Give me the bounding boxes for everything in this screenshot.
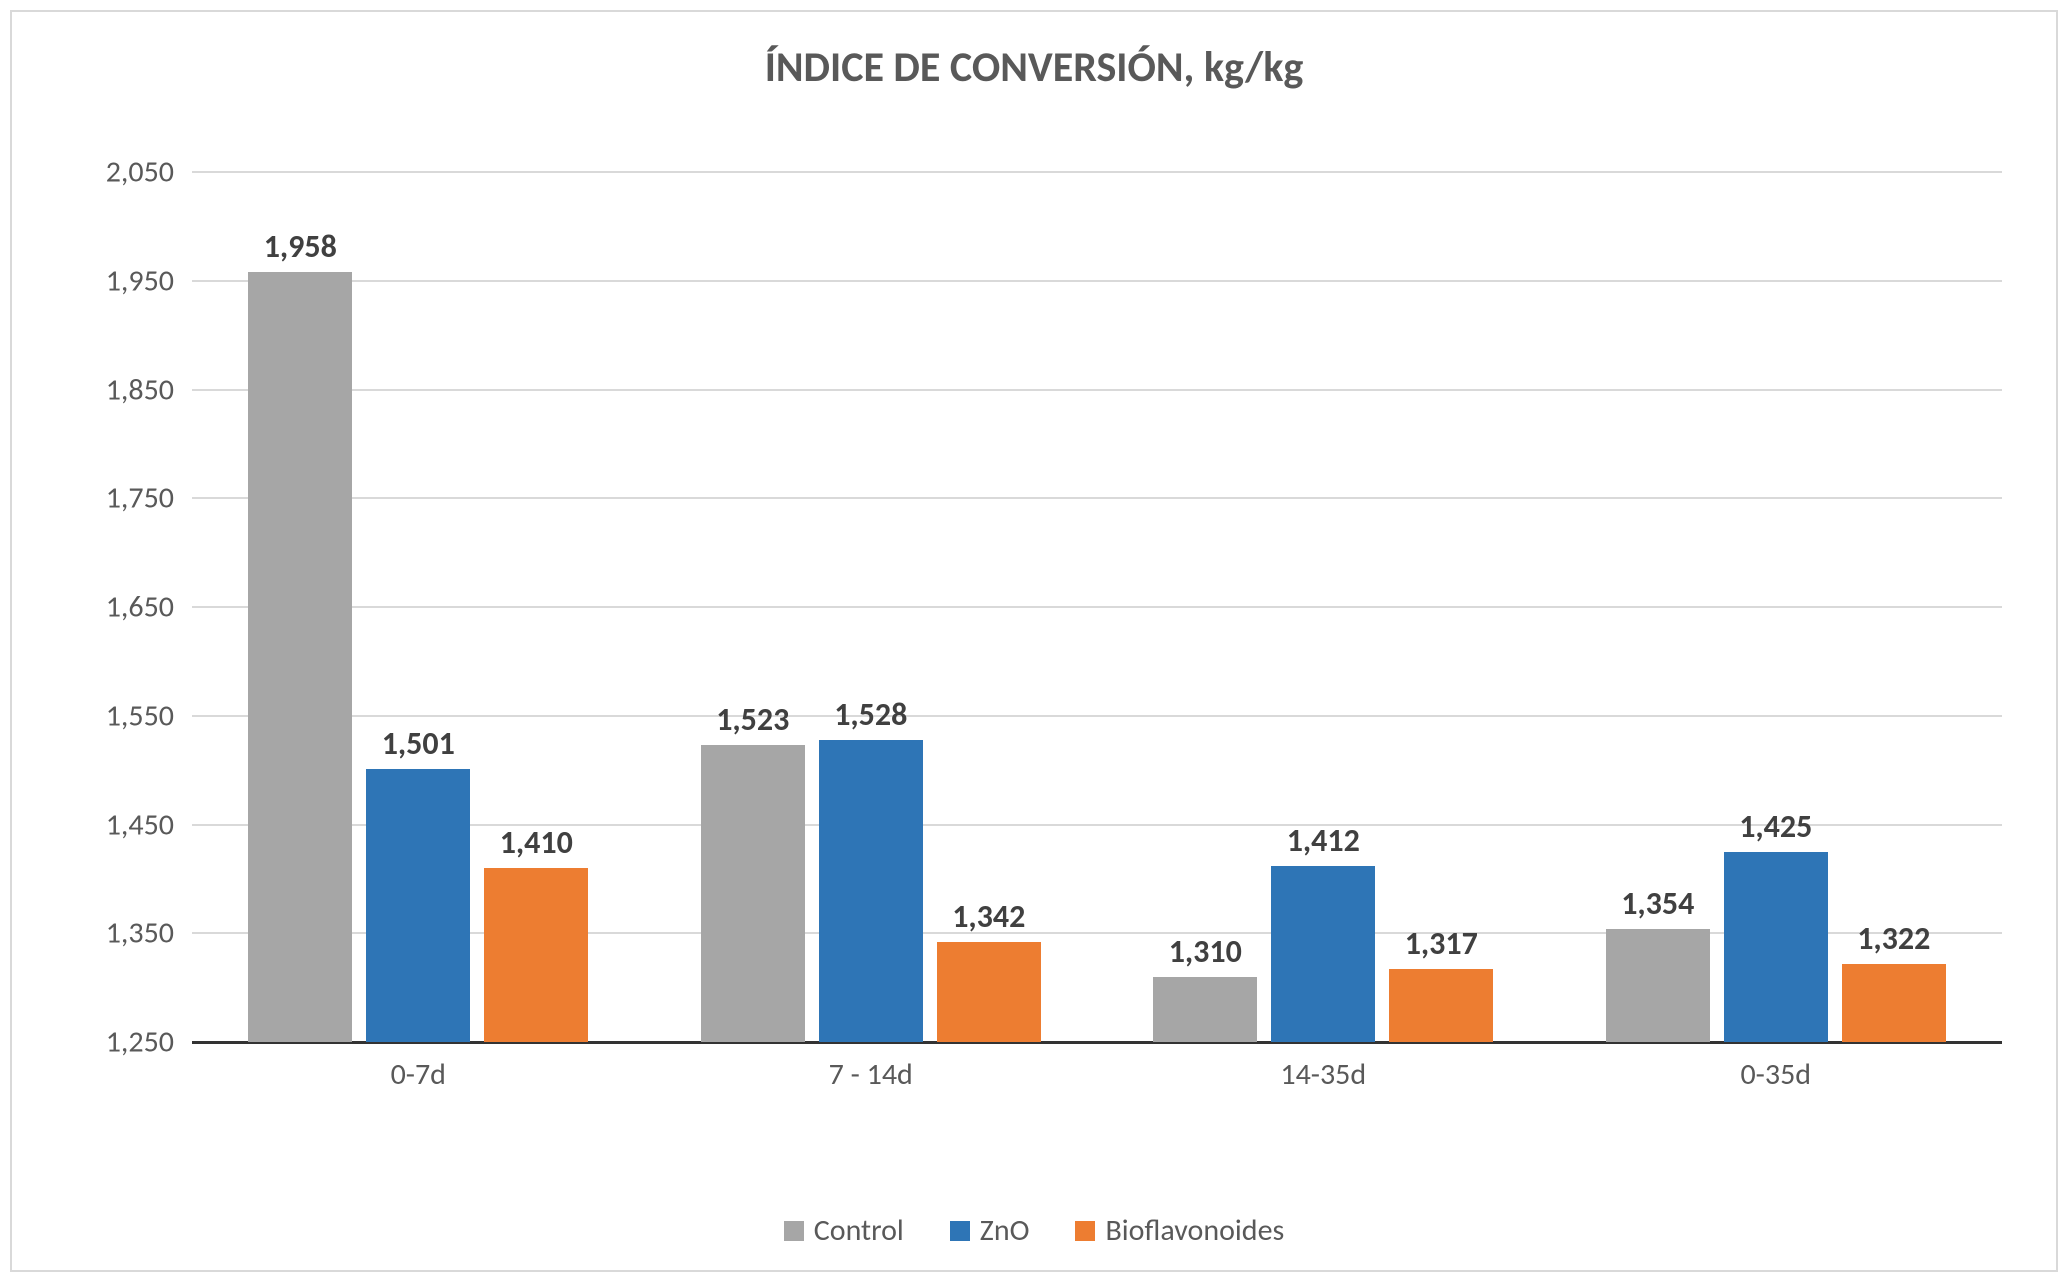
- legend-label: Bioflavonoides: [1105, 1212, 1284, 1249]
- gridline: [192, 280, 2002, 282]
- bar-value-label: 1,425: [1739, 807, 1812, 846]
- bar-value-label: 1,528: [834, 695, 907, 734]
- x-tick-label: 0-7d: [391, 1056, 446, 1093]
- legend-item: ZnO: [950, 1212, 1030, 1249]
- chart-title: ÍNDICE DE CONVERSIÓN, kg/kg: [12, 42, 2056, 93]
- y-tick-label: 1,850: [106, 371, 174, 408]
- bar: [1389, 969, 1493, 1042]
- legend-swatch: [950, 1221, 970, 1241]
- chart-frame: ÍNDICE DE CONVERSIÓN, kg/kg 1,2501,3501,…: [10, 10, 2058, 1272]
- bar: [937, 942, 1041, 1042]
- gridline: [192, 715, 2002, 717]
- y-tick-label: 1,350: [106, 915, 174, 952]
- y-tick-label: 1,950: [106, 262, 174, 299]
- bar-value-label: 1,501: [382, 724, 455, 763]
- legend-item: Control: [784, 1212, 904, 1249]
- bar-value-label: 1,523: [716, 700, 789, 739]
- bar: [366, 769, 470, 1042]
- y-tick-label: 1,450: [106, 806, 174, 843]
- y-tick-label: 1,750: [106, 480, 174, 517]
- gridline: [192, 606, 2002, 608]
- y-tick-label: 2,050: [106, 154, 174, 191]
- bar-value-label: 1,410: [500, 823, 573, 862]
- bar: [1271, 866, 1375, 1042]
- y-tick-label: 1,650: [106, 589, 174, 626]
- x-tick-label: 0-35d: [1740, 1056, 1811, 1093]
- y-tick-label: 1,250: [106, 1024, 174, 1061]
- y-tick-label: 1,550: [106, 697, 174, 734]
- legend-label: Control: [814, 1212, 904, 1249]
- bar: [819, 740, 923, 1042]
- bar-value-label: 1,412: [1287, 821, 1360, 860]
- bar: [1724, 852, 1828, 1042]
- x-tick-label: 14-35d: [1280, 1056, 1366, 1093]
- bar: [1606, 929, 1710, 1042]
- plot-area: 1,2501,3501,4501,5501,6501,7501,8501,950…: [192, 172, 2002, 1042]
- x-tick-label: 7 - 14d: [829, 1056, 913, 1093]
- bar-value-label: 1,322: [1857, 919, 1930, 958]
- bar: [484, 868, 588, 1042]
- legend-swatch: [784, 1221, 804, 1241]
- legend-swatch: [1075, 1221, 1095, 1241]
- bar: [701, 745, 805, 1042]
- legend: Control ZnO Bioflavonoides: [12, 1212, 2056, 1249]
- gridline: [192, 497, 2002, 499]
- bar-value-label: 1,342: [952, 897, 1025, 936]
- bar: [1153, 977, 1257, 1042]
- bar-value-label: 1,317: [1405, 924, 1478, 963]
- bar: [1842, 964, 1946, 1042]
- gridline: [192, 389, 2002, 391]
- legend-item: Bioflavonoides: [1075, 1212, 1284, 1249]
- gridline: [192, 171, 2002, 173]
- legend-label: ZnO: [980, 1212, 1030, 1249]
- bar-value-label: 1,310: [1169, 932, 1242, 971]
- bar: [248, 272, 352, 1042]
- bar-value-label: 1,958: [264, 227, 337, 266]
- bar-value-label: 1,354: [1621, 884, 1694, 923]
